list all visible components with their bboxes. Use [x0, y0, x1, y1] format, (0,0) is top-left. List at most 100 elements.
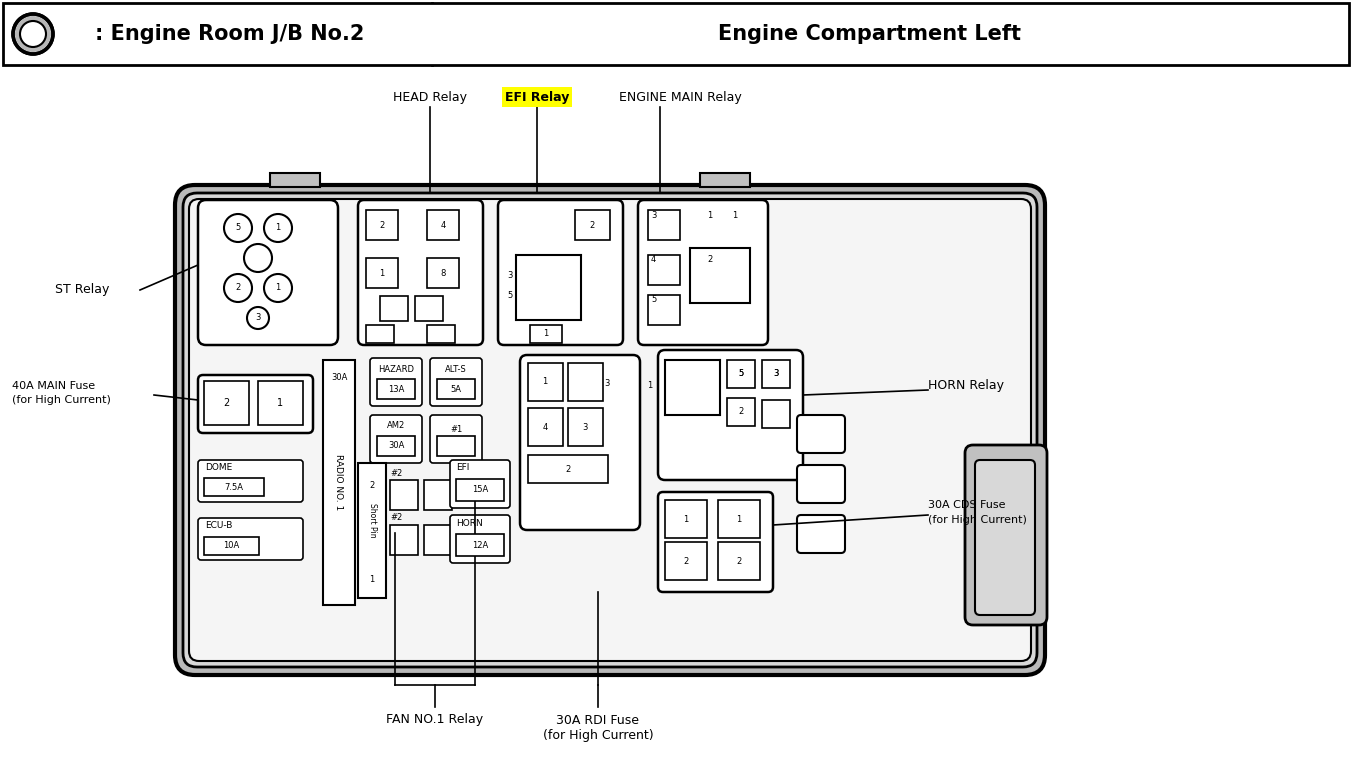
- Text: 1: 1: [544, 329, 549, 339]
- FancyBboxPatch shape: [796, 515, 845, 553]
- Bar: [366, 325, 393, 343]
- Bar: [425, 480, 452, 510]
- Bar: [377, 379, 415, 399]
- Text: 1: 1: [276, 223, 281, 233]
- Text: #2: #2: [389, 468, 403, 478]
- Circle shape: [20, 21, 46, 47]
- Text: 15A: 15A: [472, 485, 488, 495]
- Text: 3: 3: [583, 423, 588, 431]
- FancyBboxPatch shape: [658, 350, 803, 480]
- FancyBboxPatch shape: [197, 460, 303, 502]
- Text: 1: 1: [683, 515, 688, 523]
- Bar: [529, 363, 562, 401]
- Bar: [575, 210, 610, 240]
- Text: 4: 4: [441, 220, 446, 230]
- Bar: [204, 537, 260, 555]
- FancyBboxPatch shape: [638, 200, 768, 345]
- Bar: [270, 173, 320, 187]
- Bar: [415, 296, 443, 321]
- FancyBboxPatch shape: [975, 460, 1036, 615]
- FancyBboxPatch shape: [189, 199, 1032, 661]
- Text: EFI Relay: EFI Relay: [504, 90, 569, 104]
- Text: ST Relay: ST Relay: [55, 284, 110, 297]
- Bar: [358, 463, 387, 598]
- Bar: [323, 360, 356, 605]
- FancyBboxPatch shape: [174, 185, 1045, 675]
- Text: (for High Current): (for High Current): [12, 395, 111, 405]
- Text: 1: 1: [380, 268, 384, 278]
- Text: 3: 3: [652, 210, 656, 220]
- FancyBboxPatch shape: [370, 358, 422, 406]
- FancyBboxPatch shape: [197, 375, 314, 433]
- FancyBboxPatch shape: [450, 460, 510, 508]
- Bar: [665, 542, 707, 580]
- Text: 7.5A: 7.5A: [224, 482, 243, 492]
- Text: 1: 1: [276, 284, 281, 292]
- Text: HAZARD: HAZARD: [379, 365, 414, 373]
- FancyBboxPatch shape: [498, 200, 623, 345]
- Text: 30A: 30A: [388, 441, 404, 451]
- Text: 1: 1: [731, 210, 737, 220]
- Bar: [727, 360, 754, 388]
- Text: #2: #2: [389, 513, 403, 523]
- Text: 8: 8: [441, 268, 446, 278]
- Circle shape: [15, 16, 51, 52]
- Text: ECU-B: ECU-B: [206, 522, 233, 530]
- Text: 40A MAIN Fuse: 40A MAIN Fuse: [12, 381, 95, 391]
- Bar: [763, 360, 790, 388]
- Text: #1: #1: [450, 425, 462, 434]
- Text: DOME: DOME: [206, 464, 233, 472]
- Text: Engine Compartment Left: Engine Compartment Left: [718, 24, 1022, 44]
- Bar: [3, 3, 1349, 65]
- Text: ENGINE MAIN Relay: ENGINE MAIN Relay: [619, 90, 741, 104]
- FancyBboxPatch shape: [430, 358, 483, 406]
- Text: HORN Relay: HORN Relay: [927, 379, 1005, 391]
- Bar: [700, 173, 750, 187]
- FancyBboxPatch shape: [521, 355, 639, 530]
- Bar: [427, 210, 458, 240]
- Bar: [718, 542, 760, 580]
- Text: 2: 2: [737, 557, 742, 566]
- Text: 1: 1: [707, 210, 713, 220]
- Bar: [529, 455, 608, 483]
- Bar: [516, 255, 581, 320]
- Bar: [437, 379, 475, 399]
- FancyBboxPatch shape: [370, 415, 422, 463]
- Bar: [529, 408, 562, 446]
- Bar: [425, 525, 452, 555]
- Bar: [763, 400, 790, 428]
- Circle shape: [228, 218, 247, 238]
- Text: 2: 2: [589, 220, 595, 230]
- Bar: [204, 478, 264, 496]
- Bar: [718, 500, 760, 538]
- Bar: [204, 381, 249, 425]
- Text: 5: 5: [652, 295, 656, 305]
- FancyBboxPatch shape: [197, 518, 303, 560]
- Bar: [380, 296, 408, 321]
- Bar: [389, 525, 418, 555]
- Text: 3: 3: [256, 314, 261, 322]
- Bar: [437, 436, 475, 456]
- Text: 4: 4: [652, 256, 656, 264]
- Bar: [727, 398, 754, 426]
- Text: 1: 1: [648, 380, 653, 390]
- Bar: [530, 325, 562, 343]
- Text: 2: 2: [223, 398, 228, 408]
- Text: EFI: EFI: [456, 464, 469, 472]
- FancyBboxPatch shape: [183, 193, 1037, 667]
- Text: 5A: 5A: [450, 384, 461, 393]
- Bar: [366, 210, 397, 240]
- Text: AM2: AM2: [387, 421, 406, 431]
- Text: 2: 2: [369, 481, 375, 489]
- Text: (for High Current): (for High Current): [927, 515, 1028, 525]
- Bar: [427, 258, 458, 288]
- Bar: [690, 248, 750, 303]
- Circle shape: [228, 278, 247, 298]
- Text: 3: 3: [773, 369, 779, 379]
- Text: 1: 1: [369, 576, 375, 584]
- Text: 4: 4: [542, 423, 548, 431]
- Bar: [648, 210, 680, 240]
- Text: 2: 2: [683, 557, 688, 566]
- Bar: [366, 258, 397, 288]
- Text: 2: 2: [565, 465, 571, 474]
